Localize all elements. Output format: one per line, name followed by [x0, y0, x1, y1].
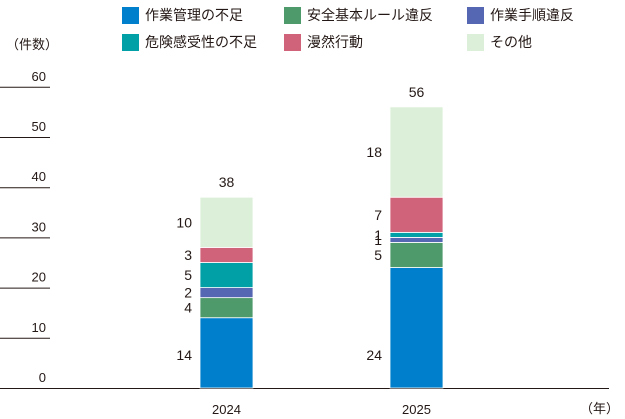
bar-segment-2025-1	[389, 242, 444, 268]
bar-segment-2025-4	[389, 196, 444, 233]
bar-segment-2025-2	[389, 236, 444, 243]
bar-segment-2024-4	[199, 247, 254, 263]
bar-segment-2025-3	[389, 231, 444, 238]
legend-swatch-careless	[284, 33, 301, 51]
bar-segment-2024-3	[199, 262, 254, 289]
bar-value-label-2025-5: 18	[366, 144, 382, 160]
y-tick-label-0: 0	[39, 370, 46, 385]
legend-label-other: その他	[490, 34, 532, 50]
legend-item-procedure: 作業手順違反	[467, 5, 574, 25]
bar-value-label-2024-1: 4	[184, 300, 192, 316]
bar-value-label-2024-2: 2	[184, 285, 192, 301]
legend-swatch-procedure	[467, 6, 484, 24]
legend-label-safety: 安全基本ルール違反	[307, 7, 433, 23]
bar-value-label-2024-3: 5	[184, 267, 192, 283]
bar-segment-2024-5	[199, 196, 254, 248]
bar-value-label-2024-0: 14	[176, 347, 192, 363]
y-tick-label-50: 50	[32, 119, 46, 134]
bar-segment-2025-5	[389, 106, 444, 198]
bar-segment-2024-1	[199, 297, 254, 319]
bar-total-label-2024: 38	[219, 174, 235, 190]
bar-value-label-2025-4: 7	[374, 207, 382, 223]
legend-item-mgmt: 作業管理の不足	[122, 5, 243, 25]
legend-swatch-safety	[284, 6, 301, 24]
y-tick-label-60: 60	[32, 69, 46, 84]
legend-swatch-other	[467, 33, 484, 51]
y-tick-label-10: 10	[32, 320, 46, 335]
legend-label-mgmt: 作業管理の不足	[145, 7, 243, 23]
x-tick-label-2024: 2024	[212, 402, 241, 417]
y-tick-label-40: 40	[32, 169, 46, 184]
bar-value-label-2025-3: 1	[374, 227, 382, 243]
legend-swatch-mgmt	[122, 6, 139, 24]
legend-label-procedure: 作業手順違反	[490, 7, 574, 23]
legend-item-careless: 漫然行動	[284, 32, 363, 52]
bar-value-label-2025-0: 24	[366, 347, 382, 363]
y-tick-label-20: 20	[32, 270, 46, 285]
bar-segment-2025-0	[389, 267, 444, 389]
bar-value-label-2025-2: 1	[374, 232, 382, 248]
x-tick-label-2025: 2025	[402, 402, 431, 417]
x-axis-unit: （年）	[580, 401, 620, 416]
y-axis-unit: （件数）	[6, 37, 59, 52]
bar-value-label-2024-5: 10	[176, 214, 192, 230]
legend-item-risk: 危険感受性の不足	[122, 32, 257, 52]
legend-item-safety: 安全基本ルール違反	[284, 5, 433, 25]
legend-item-other: その他	[467, 32, 532, 52]
bar-segment-2024-2	[199, 287, 254, 299]
bar-value-label-2024-4: 3	[184, 247, 192, 263]
bar-total-label-2025: 56	[409, 84, 425, 100]
y-tick-label-30: 30	[32, 219, 46, 234]
legend-label-risk: 危険感受性の不足	[145, 34, 257, 50]
legend-label-careless: 漫然行動	[307, 34, 363, 50]
bar-value-label-2025-1: 5	[374, 247, 382, 263]
legend-swatch-risk	[122, 33, 139, 51]
bar-segment-2024-0	[199, 317, 254, 389]
